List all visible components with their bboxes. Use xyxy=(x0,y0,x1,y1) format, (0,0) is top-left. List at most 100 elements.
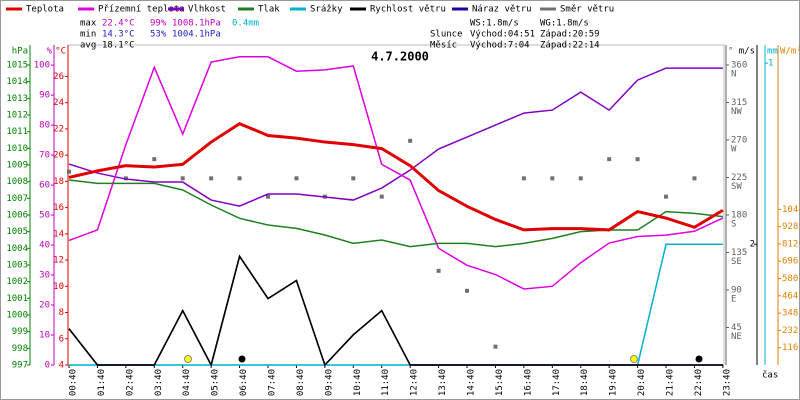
info-text: Měsíc xyxy=(430,41,457,51)
y-tick-label: 116 xyxy=(782,343,798,353)
y-tick-label: 20 xyxy=(53,151,64,161)
y-tick-label: 225 xyxy=(731,173,747,183)
y-tick-label: 232 xyxy=(782,326,798,336)
direction-marker xyxy=(180,176,185,181)
x-tick-label: 16:40 xyxy=(523,369,533,396)
y-tick-label: 1008 xyxy=(6,177,28,187)
stat-value: 18.1°C xyxy=(102,41,135,51)
y-tick-label: 6 xyxy=(59,334,64,344)
axis-unit: hPa xyxy=(12,47,28,57)
info-text: Západ:22:14 xyxy=(540,41,600,51)
x-tick-label: 00:40 xyxy=(69,369,79,396)
y-tick-label: 270 xyxy=(731,136,747,146)
info-text: Východ:7:04 xyxy=(470,41,530,51)
direction-marker xyxy=(67,169,71,174)
stat-label: min xyxy=(80,30,96,40)
x-tick-label: 21:40 xyxy=(666,369,676,396)
y-tick-label: 1011 xyxy=(6,127,28,137)
direction-marker xyxy=(152,157,157,162)
moon-icon xyxy=(695,355,703,363)
series-line xyxy=(68,122,724,232)
y-tick-label: 1014 xyxy=(6,77,28,87)
y-tick-label: 90 xyxy=(39,91,50,101)
y-tick-label: 1005 xyxy=(6,227,28,237)
x-tick-label: 01:40 xyxy=(97,369,107,396)
y-tick-label: 812 xyxy=(782,239,798,249)
y-tick-label: 8 xyxy=(59,308,64,318)
info-text: Východ:04:51 xyxy=(470,30,535,40)
compass-label: N xyxy=(731,70,736,80)
series-line xyxy=(68,254,723,368)
x-axis-label: čas xyxy=(762,370,778,381)
x-tick-label: 06:40 xyxy=(239,369,249,396)
stat-value: 14.3°C xyxy=(102,30,135,40)
y-tick-label: 348 xyxy=(782,309,798,319)
y-tick-label: 360 xyxy=(731,61,747,71)
x-tick-label: 23:40 xyxy=(722,369,732,396)
y-tick-label: 1044 xyxy=(782,205,800,215)
sun-icon xyxy=(184,355,192,363)
y-tick-label: 1003 xyxy=(6,261,28,271)
legend-label: Přízemní teplota xyxy=(98,5,185,15)
legend-label: Srážky xyxy=(310,5,343,15)
legend-label: Náraz větru xyxy=(472,5,532,15)
x-tick-label: 17:40 xyxy=(552,369,562,396)
y-tick-label: 80 xyxy=(39,121,50,131)
y-tick-label: 1009 xyxy=(6,161,28,171)
y-tick-label: 0 xyxy=(45,361,50,371)
chart-title: 4.7.2000 xyxy=(371,50,429,64)
stat-value: 0.4mm xyxy=(232,19,259,29)
direction-marker xyxy=(607,157,612,162)
axis-unit: ° xyxy=(728,47,733,57)
y-tick-label: 45 xyxy=(731,323,742,333)
y-tick-label: 12 xyxy=(53,256,64,266)
y-tick-label: 1015 xyxy=(6,61,28,71)
y-tick-label: 10 xyxy=(39,331,50,341)
axis-unit: W/m² xyxy=(780,47,800,57)
x-tick-label: 13:40 xyxy=(438,369,448,396)
x-tick-label: 18:40 xyxy=(580,369,590,396)
y-tick-label: 50 xyxy=(39,211,50,221)
legend-label: Teplota xyxy=(26,5,64,15)
series-line xyxy=(68,179,723,248)
x-tick-label: 19:40 xyxy=(609,369,619,396)
y-tick-label: 30 xyxy=(39,271,50,281)
legend-label: Tlak xyxy=(258,5,280,15)
legend-label: Směr větru xyxy=(560,5,614,15)
direction-marker xyxy=(578,176,583,181)
stat-value: 1008.1hPa xyxy=(172,19,221,29)
y-tick-label: 24 xyxy=(53,98,64,108)
stat-value: 53% xyxy=(150,30,167,40)
x-tick-label: 10:40 xyxy=(353,369,363,396)
series-line xyxy=(68,67,723,207)
y-tick-label: 180 xyxy=(731,211,747,221)
compass-label: E xyxy=(731,295,736,305)
y-tick-label: 1004 xyxy=(6,244,28,254)
y-tick-label: 16 xyxy=(53,203,64,213)
direction-marker xyxy=(379,194,384,199)
legend-label: Rychlost větru xyxy=(370,5,446,15)
axis-unit: mm xyxy=(767,47,778,57)
y-tick-label: 20 xyxy=(39,301,50,311)
stat-value: 22.4°C xyxy=(102,19,135,29)
info-text: Slunce xyxy=(430,30,463,40)
compass-label: SE xyxy=(731,257,742,267)
y-tick-label: 60 xyxy=(39,181,50,191)
y-tick-label: 18 xyxy=(53,177,64,187)
stat-label: avg xyxy=(80,41,96,51)
y-tick-label: 998 xyxy=(12,344,28,354)
x-tick-label: 20:40 xyxy=(637,369,647,396)
info-text: WG:1.8m/s xyxy=(540,19,589,29)
direction-marker xyxy=(493,344,498,349)
y-tick-label: 40 xyxy=(39,241,50,251)
y-tick-label: 135 xyxy=(731,248,747,258)
info-text: Západ:20:59 xyxy=(540,30,600,40)
y-tick-label: 70 xyxy=(39,151,50,161)
axis-unit: m/s xyxy=(739,47,755,57)
x-tick-label: 02:40 xyxy=(125,369,135,396)
compass-label: SW xyxy=(731,182,742,192)
x-tick-label: 22:40 xyxy=(694,369,704,396)
y-tick-label: 14 xyxy=(53,229,64,239)
axis-unit: % xyxy=(47,47,53,57)
